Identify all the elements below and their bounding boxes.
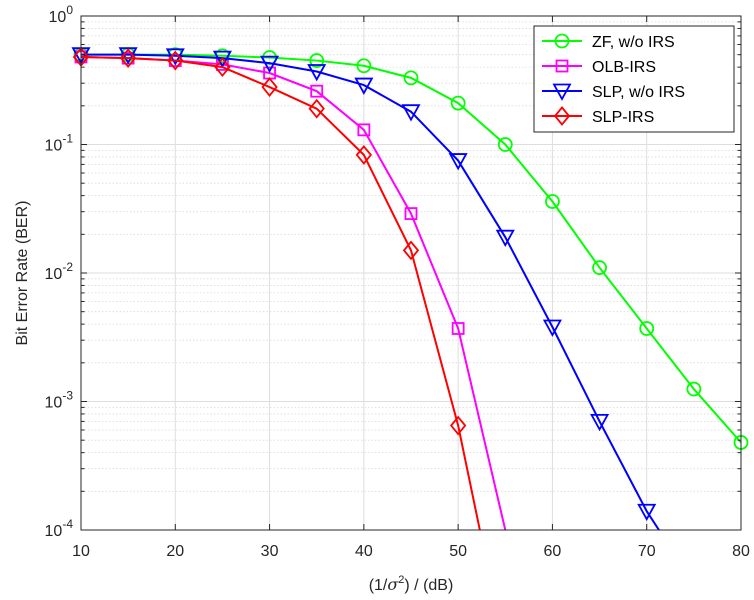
data-point	[497, 137, 513, 152]
x-tick-labels: 10 20 30 40 50 60 70 80	[72, 543, 750, 560]
data-point	[404, 207, 418, 220]
axis-ticks	[80, 16, 742, 531]
x-tick-label: 40	[355, 543, 373, 560]
data-point	[355, 144, 373, 165]
x-tick-label: 50	[449, 543, 467, 560]
legend-label: SLP, w/o IRS	[592, 84, 685, 101]
legend-label: SLP-IRS	[592, 109, 654, 126]
data-point	[545, 194, 560, 209]
legend-item: SLP, w/o IRS	[542, 83, 685, 101]
data-point	[639, 321, 655, 336]
x-tick-label: 60	[544, 543, 562, 560]
data-point	[309, 53, 325, 68]
x-axis-label: (1/σ2) / (dB)	[369, 574, 454, 594]
legend-marker	[555, 59, 569, 73]
y-axis-label: Bit Error Rate (BER)	[14, 201, 31, 346]
legend: ZF, w/o IRS OLB-IRS SLP, w/o IRS SLP-IRS	[533, 25, 735, 133]
series-2	[71, 47, 660, 530]
data-point	[310, 84, 324, 98]
x-axis-label-sigma: σ	[387, 575, 399, 594]
data-point	[451, 322, 465, 335]
legend-marker	[553, 106, 571, 126]
data-point	[261, 77, 278, 97]
data-point	[592, 260, 607, 276]
data-point	[402, 240, 420, 261]
legend-marker	[552, 83, 572, 101]
y-tick-label: 10-1	[45, 132, 74, 155]
data-point	[308, 98, 325, 119]
legend-item: OLB-IRS	[542, 59, 656, 76]
x-tick-label: 10	[72, 543, 90, 560]
y-tick-label: 10-3	[45, 389, 74, 412]
x-axis-label-prefix: (1/	[369, 577, 388, 594]
x-tick-label: 70	[638, 543, 656, 560]
x-tick-label: 30	[261, 543, 279, 560]
y-tick-label: 10-2	[45, 260, 74, 283]
series-line	[81, 55, 481, 530]
data-point	[637, 503, 657, 522]
data-point	[214, 57, 231, 78]
data-point	[167, 50, 184, 71]
data-point	[450, 95, 466, 111]
data-point	[119, 48, 137, 69]
data-point	[357, 123, 371, 137]
y-tick-label: 10-4	[45, 517, 74, 540]
series-line	[81, 53, 741, 444]
series-3	[72, 47, 481, 530]
x-axis-label-suffix: ) / (dB)	[404, 577, 453, 594]
data-point	[449, 415, 467, 436]
x-axis-label-sup: 2	[398, 574, 404, 586]
data-point	[495, 229, 515, 248]
legend-marker	[554, 33, 570, 49]
legend-item: SLP-IRS	[542, 106, 654, 126]
data-point	[260, 55, 280, 73]
data-point	[448, 153, 468, 171]
x-tick-label: 20	[166, 543, 184, 560]
data-point	[212, 50, 232, 68]
data-point	[356, 58, 372, 74]
legend-label: OLB-IRS	[592, 59, 656, 76]
data-point	[307, 64, 327, 82]
data-point	[686, 381, 702, 397]
data-point	[354, 77, 374, 95]
legend-label: ZF, w/o IRS	[592, 34, 675, 51]
y-tick-labels: 100 10-1 10-2 10-3 10-4	[45, 3, 74, 540]
legend-item: ZF, w/o IRS	[542, 33, 675, 51]
data-point	[401, 104, 421, 122]
data-point	[403, 70, 419, 86]
series-line	[81, 53, 660, 530]
series-layer	[71, 47, 749, 530]
data-point	[542, 319, 562, 337]
y-tick-label: 100	[49, 3, 74, 26]
x-tick-label: 80	[732, 543, 750, 560]
data-point	[590, 414, 610, 432]
